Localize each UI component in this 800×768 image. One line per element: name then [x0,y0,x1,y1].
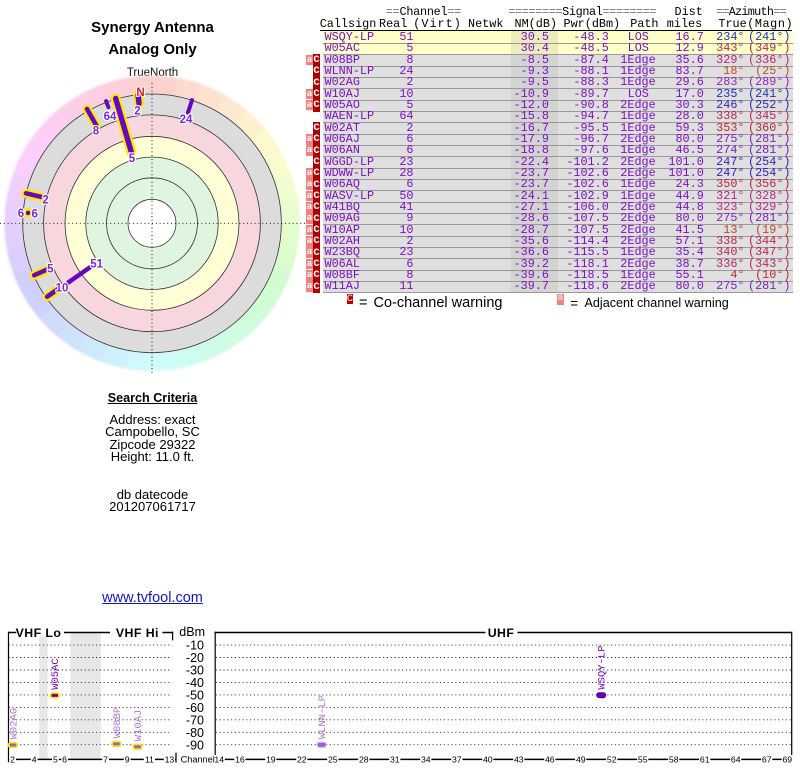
svg-text:40: 40 [483,754,493,764]
svg-text:dBm: dBm [179,625,205,639]
svg-text:W05AC: W05AC [50,658,62,690]
svg-text:-70: -70 [186,713,204,727]
svg-text:-40: -40 [186,676,204,690]
svg-text:-90: -90 [186,738,204,752]
svg-text:64: 64 [731,754,741,764]
svg-text:10: 10 [56,282,69,294]
svg-text:69: 69 [782,754,792,764]
svg-text:13: 13 [165,754,175,764]
svg-text:19: 19 [266,754,276,764]
svg-text:UHF: UHF [488,626,515,640]
svg-text:14: 14 [214,754,224,764]
svg-text:-60: -60 [186,701,204,715]
svg-text:VHF Lo: VHF Lo [16,626,62,640]
svg-text:22: 22 [297,754,307,764]
svg-text:5: 5 [129,153,136,165]
svg-text:31: 31 [390,754,400,764]
svg-text:24: 24 [180,114,193,126]
svg-text:Channel: Channel [181,755,215,765]
svg-text:8: 8 [93,126,100,138]
svg-text:67: 67 [762,754,772,764]
svg-text:W10AJ: W10AJ [133,710,145,742]
svg-text:28: 28 [359,754,369,764]
svg-text:-20: -20 [186,651,204,665]
svg-text:25: 25 [328,754,338,764]
svg-text:N: N [136,87,144,99]
svg-text:-80: -80 [186,726,204,740]
svg-text:2: 2 [10,754,15,764]
svg-text:WSQY-LP: WSQY-LP [597,645,609,689]
svg-text:VHF Hi: VHF Hi [116,626,159,640]
svg-text:6: 6 [31,209,37,221]
svg-text:46: 46 [545,754,555,764]
svg-text:51: 51 [90,258,103,270]
svg-text:43: 43 [514,754,524,764]
svg-text:64: 64 [104,111,117,123]
svg-text:-30: -30 [186,664,204,678]
svg-text:52: 52 [607,754,617,764]
svg-text:-50: -50 [186,689,204,703]
svg-text:5: 5 [53,754,58,764]
svg-text:58: 58 [669,754,679,764]
svg-text:W02AG: W02AG [8,708,20,740]
svg-text:55: 55 [638,754,648,764]
svg-text:34: 34 [421,754,431,764]
svg-text:16: 16 [235,754,245,764]
svg-text:9: 9 [125,754,130,764]
svg-text:4: 4 [32,754,37,764]
svg-text:11: 11 [145,754,154,764]
svg-text:6: 6 [18,208,24,220]
svg-text:W08BP: W08BP [112,707,124,739]
svg-text:61: 61 [700,754,710,764]
svg-text:6: 6 [62,754,67,764]
svg-text:2: 2 [42,195,48,207]
svg-text:37: 37 [452,754,462,764]
svg-text:7: 7 [103,754,108,764]
svg-text:49: 49 [576,754,586,764]
svg-text:WLNN-LP: WLNN-LP [317,695,329,739]
svg-text:-10: -10 [186,639,204,653]
svg-text:5: 5 [47,264,54,276]
svg-text:2: 2 [134,106,140,118]
